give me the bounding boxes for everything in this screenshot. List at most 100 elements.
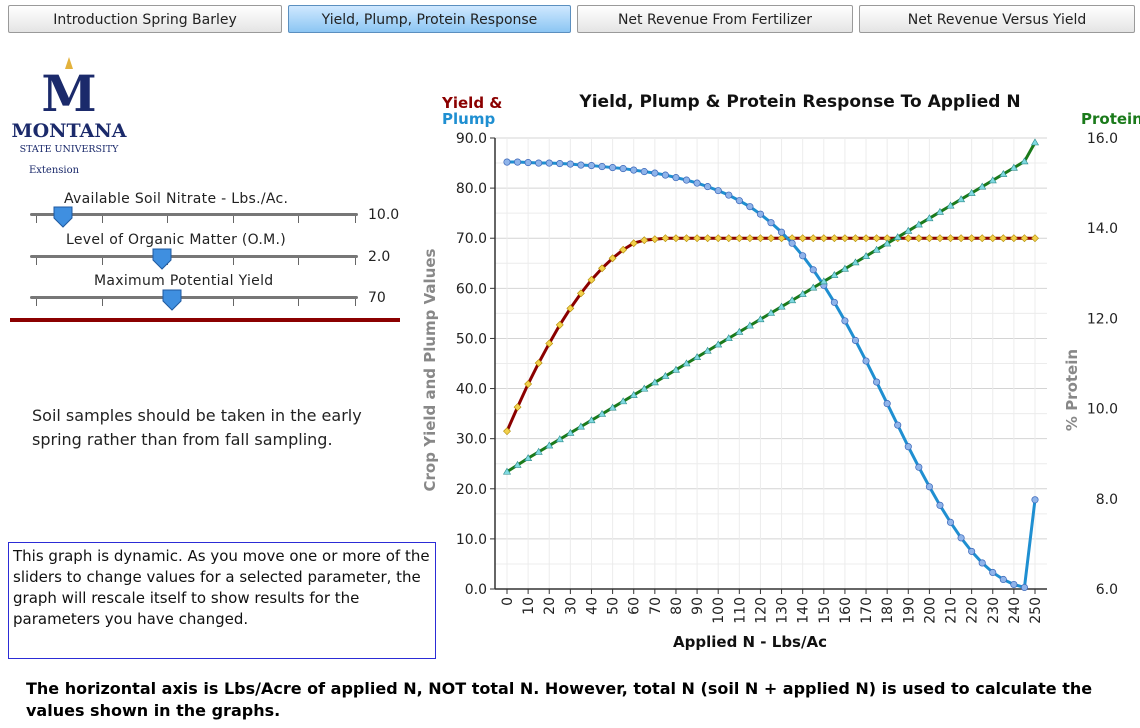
x-tick-label: 160 [838,597,854,624]
data-point [777,302,786,310]
data-point [777,234,786,243]
data-point [672,234,680,243]
data-point [830,234,839,243]
y-axis-label: Crop Yield and Plump Values [421,248,439,491]
data-point [598,264,606,273]
data-point [893,233,902,241]
data-point [661,234,670,243]
data-point [925,234,934,243]
slider-track[interactable] [30,213,358,216]
data-point [619,245,628,254]
data-point [524,454,533,462]
data-point [703,346,712,354]
data-point [619,165,627,173]
x-tick-label: 170 [859,597,875,624]
tab-yield-plump-protein[interactable]: Yield, Plump, Protein Response [288,5,571,33]
x-axis-label: Applied N - Lbs/Ac [673,633,827,651]
data-point [936,501,944,509]
data-point [555,435,564,443]
slider-thumb[interactable] [53,206,73,228]
data-point [682,234,691,243]
x-tick-label: 30 [563,597,579,615]
y2-tick-label: 6.0 [1096,582,1118,598]
data-point [745,234,754,243]
data-point [577,161,585,169]
logo-sub: STATE UNIVERSITY [20,144,120,155]
x-tick-label: 240 [1007,597,1023,624]
data-point [503,158,511,166]
y-tick-label: 20.0 [456,482,487,498]
x-tick-label: 80 [669,597,685,615]
data-point [872,234,881,243]
data-point [999,575,1007,584]
data-point [819,234,828,243]
data-point [745,321,754,329]
tab-net-revenue-yield[interactable]: Net Revenue Versus Yield [859,5,1135,33]
data-point [735,234,744,243]
data-point [555,320,564,329]
x-tick-label: 100 [711,597,727,624]
data-point [746,203,754,211]
data-point [608,403,617,411]
slider-thumb[interactable] [152,248,172,270]
data-point [957,234,966,243]
series-yield [503,234,1039,436]
logo-letter: M [41,64,96,123]
x-tick-label: 110 [732,597,748,624]
y-tick-label: 0.0 [465,582,487,598]
data-point [809,266,817,274]
data-point [1030,138,1040,146]
data-point [534,447,543,455]
data-point [767,234,775,243]
slider-value-organic-matter: 2.0 [368,249,391,265]
data-point [661,372,670,379]
data-point [714,234,723,243]
x-tick-label: 140 [796,597,812,624]
data-point [798,234,807,243]
data-point [682,359,691,367]
slider-thumb[interactable] [162,289,182,311]
y2-axis-label: % Protein [1063,349,1081,431]
data-point [566,304,575,313]
tab-net-revenue-fertilizer[interactable]: Net Revenue From Fertilizer [577,5,853,33]
data-point [967,234,976,243]
data-point [840,264,849,272]
data-point [914,220,923,228]
data-point [1020,583,1028,592]
slider-label-organic-matter: Level of Organic Matter (O.M.) [66,232,287,248]
x-tick-label: 70 [648,597,664,615]
data-point [830,298,838,306]
data-point [809,234,818,243]
data-point [535,159,543,167]
x-tick-label: 180 [880,597,896,624]
x-tick-label: 190 [901,597,917,624]
data-point [788,239,796,247]
tab-introduction[interactable]: Introduction Spring Barley [8,5,282,33]
data-point [545,159,553,167]
data-point [608,254,617,263]
slider-track[interactable] [30,255,358,258]
tab-bar: Introduction Spring Barley Yield, Plump,… [8,5,1136,35]
y-tick-label: 60.0 [456,281,487,297]
data-point [978,234,987,243]
data-point [1031,234,1039,243]
y2-tick-label: 14.0 [1087,221,1118,237]
data-point [819,277,828,285]
x-tick-label: 220 [965,597,981,624]
slider-label-soil-nitrate: Available Soil Nitrate - Lbs./Ac. [64,191,289,207]
series-line [506,141,1037,474]
x-tick-label: 0 [500,597,516,606]
chart-title: Yield, Plump & Protein Response To Appli… [578,92,1020,112]
data-point [989,568,997,577]
info-box: This graph is dynamic. As you move one o… [8,542,436,659]
msu-extension-logo: M MONTANA STATE UNIVERSITY Extension [8,55,130,176]
slider-track[interactable] [30,296,358,299]
data-point [545,339,554,348]
data-point [725,191,733,199]
data-point [767,219,775,227]
data-point [798,289,807,297]
data-point [1020,157,1029,165]
data-point [503,427,511,436]
soil-sample-note: Soil samples should be taken in the earl… [32,406,362,449]
series-plump [503,158,1039,592]
